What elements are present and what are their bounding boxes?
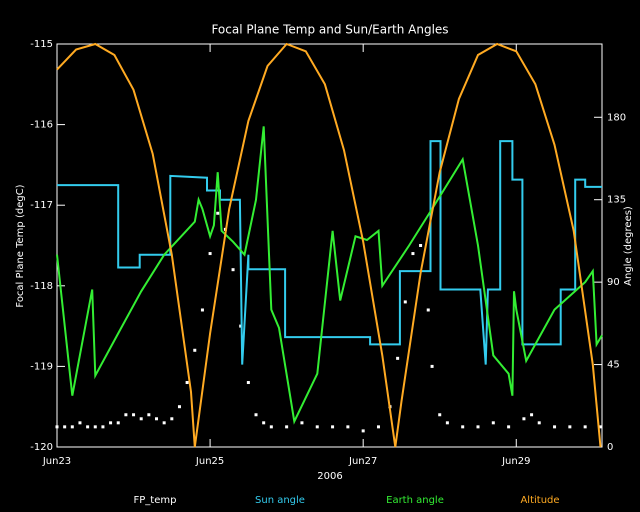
data-point [262, 421, 266, 425]
data-point [598, 425, 602, 429]
data-point [86, 425, 90, 429]
y-tick-label: -118 [30, 281, 53, 292]
data-point [177, 405, 181, 409]
x-tick-label: Jun27 [348, 456, 377, 467]
data-point [583, 425, 587, 429]
data-point [553, 425, 557, 429]
data-point [124, 413, 128, 417]
data-point [139, 417, 143, 421]
legend-label: Sun angle [255, 495, 305, 506]
series-line [56, 42, 602, 448]
y2-tick-label: 0 [607, 442, 613, 453]
data-point [63, 425, 67, 429]
data-point [411, 252, 415, 256]
y-tick-label: -117 [30, 200, 53, 211]
y-tick-label: -119 [30, 361, 53, 372]
data-point [315, 425, 319, 429]
data-point [216, 211, 220, 215]
data-point [403, 300, 407, 304]
data-point [530, 413, 534, 417]
data-point [200, 308, 204, 312]
x-tick-label: Jun25 [195, 456, 224, 467]
data-point [231, 268, 235, 272]
data-point [430, 364, 434, 368]
data-point [396, 356, 400, 360]
data-point [419, 244, 423, 247]
data-point [331, 425, 335, 429]
data-point [208, 252, 212, 256]
series-line [56, 126, 603, 425]
data-point [522, 417, 526, 421]
chart-title: Focal Plane Temp and Sun/Earth Angles [211, 23, 448, 37]
data-point [491, 421, 495, 425]
legend-label: FP_temp [134, 495, 177, 506]
data-point [300, 421, 304, 425]
data-point [438, 413, 442, 417]
data-point [78, 421, 82, 425]
data-point [132, 413, 136, 417]
x-tick-label: Jun29 [501, 456, 530, 467]
data-point [361, 429, 365, 433]
y2-tick-label: 90 [607, 277, 620, 288]
y2-axis-label: Angle (degrees) [623, 206, 634, 286]
y2-tick-label: 135 [607, 195, 626, 206]
data-point [269, 425, 273, 429]
y-axis-label: Focal Plane Temp (degC) [15, 184, 26, 307]
data-point [445, 421, 449, 425]
data-point [55, 425, 59, 429]
data-point [170, 417, 174, 421]
data-point [254, 413, 258, 417]
legend-label: Earth angle [386, 495, 444, 506]
data-point [426, 308, 430, 312]
data-point [109, 421, 113, 425]
data-point [346, 425, 350, 429]
plot-frame [56, 43, 603, 448]
data-point [70, 425, 74, 429]
data-point [162, 421, 166, 425]
data-point [147, 413, 151, 417]
data-point [507, 425, 511, 429]
data-point [93, 425, 97, 429]
y-tick-label: -116 [30, 120, 53, 131]
data-point [116, 421, 120, 425]
x-axis-label: 2006 [317, 471, 342, 482]
data-point [101, 425, 105, 429]
y-tick-label: -115 [30, 39, 53, 50]
legend-label: Altitude [520, 495, 559, 506]
data-point [193, 348, 197, 352]
x-tick-label: Jun23 [42, 456, 71, 467]
data-point [537, 421, 541, 425]
data-point [376, 425, 380, 429]
data-point [285, 425, 289, 429]
data-point [476, 425, 480, 429]
data-point [461, 425, 465, 429]
data-point [155, 417, 159, 421]
data-point [568, 425, 572, 429]
y2-tick-label: 45 [607, 360, 620, 371]
y2-tick-label: 180 [607, 112, 626, 123]
y-tick-label: -120 [30, 442, 53, 453]
data-point [246, 381, 250, 385]
data-point [185, 381, 189, 385]
